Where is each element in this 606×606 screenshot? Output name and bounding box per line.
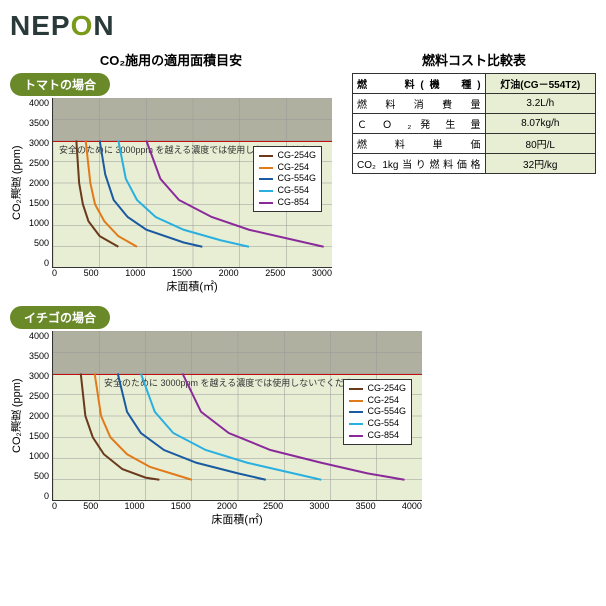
legend: CG-254GCG-254CG-554GCG-554CG-854: [253, 146, 322, 212]
legend-swatch: [259, 155, 273, 157]
legend-label: CG-554G: [367, 406, 406, 418]
y-axis-label: CO₂濃度 (ppm): [10, 98, 24, 268]
cost-table: 燃 料(機 種)灯油(CG－554T2) 燃 料 消 費 量3.2L/h Ｃ Ｏ…: [352, 73, 596, 174]
y-axis-label: CO₂濃度 (ppm): [10, 331, 24, 501]
legend-label: CG-254: [367, 395, 399, 407]
y-ticks: 40003500300025002000150010005000: [24, 98, 52, 268]
legend-swatch: [349, 400, 363, 402]
x-axis-label: 床面積(㎡): [52, 511, 422, 527]
legend-label: CG-254G: [367, 383, 406, 395]
legend-label: CG-554G: [277, 173, 316, 185]
y-ticks: 40003500300025002000150010005000: [24, 331, 52, 501]
legend-label: CG-254G: [277, 150, 316, 162]
legend-swatch: [259, 190, 273, 192]
legend-swatch: [259, 202, 273, 204]
logo: NEPON: [10, 10, 596, 42]
legend-swatch: [259, 167, 273, 169]
legend-label: CG-854: [277, 197, 309, 209]
legend-label: CG-254: [277, 162, 309, 174]
plot-area: 安全のために 3000ppm を越える濃度では使用しないでください。CG-254…: [52, 98, 332, 268]
legend-swatch: [349, 411, 363, 413]
legend: CG-254GCG-254CG-554GCG-554CG-854: [343, 379, 412, 445]
main-title: CO₂施用の適用面積目安: [10, 50, 332, 69]
legend-label: CG-854: [367, 430, 399, 442]
legend-swatch: [259, 178, 273, 180]
legend-label: CG-554: [277, 185, 309, 197]
legend-swatch: [349, 435, 363, 437]
x-ticks: 050010001500200025003000: [52, 268, 332, 278]
legend-swatch: [349, 423, 363, 425]
plot-area: 安全のために 3000ppm を越える濃度では使用しないでください。CG-254…: [52, 331, 422, 501]
x-ticks: 05001000150020002500300035004000: [52, 501, 422, 511]
legend-label: CG-554: [367, 418, 399, 430]
chart-badge: トマトの場合: [10, 73, 110, 96]
legend-swatch: [349, 388, 363, 390]
cost-title: 燃料コスト比較表: [352, 50, 596, 69]
x-axis-label: 床面積(㎡): [52, 278, 332, 294]
chart-badge: イチゴの場合: [10, 306, 110, 329]
